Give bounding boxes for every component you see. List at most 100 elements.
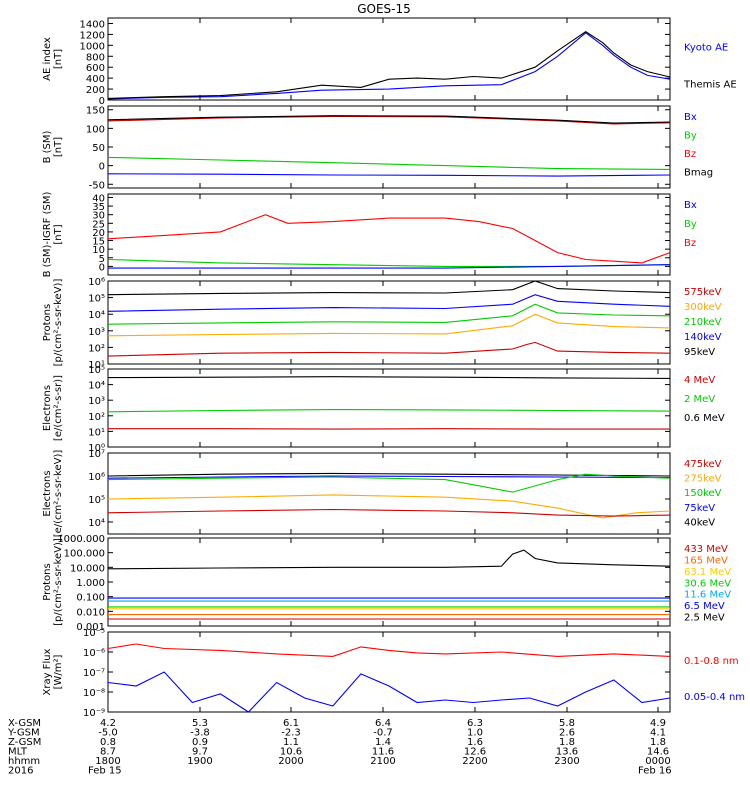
y-tick-label: 10² <box>88 412 105 423</box>
legend-entry: 210keV <box>684 317 722 328</box>
y-tick-label: 10⁻⁵ <box>83 628 105 639</box>
legend-entry: Bmag <box>684 168 713 179</box>
y-tick-label: 10⁻⁸ <box>83 688 105 699</box>
x-row-value: 6.1 <box>283 718 299 729</box>
y-tick-label: 0 <box>99 262 105 273</box>
x-row-value: -2.3 <box>281 728 301 739</box>
y-tick-label: 10² <box>88 343 105 354</box>
y-tick-label: 100.000 <box>64 549 105 560</box>
y-tick-label: 1400 <box>80 19 105 30</box>
plot-title: GOES-15 <box>357 2 411 16</box>
y-axis-label: [p/(cm²-s-sr-keV)] <box>53 279 64 367</box>
legend-entry: 6.5 MeV <box>684 601 725 612</box>
legend-entry: 63.1 MeV <box>684 567 731 578</box>
y-tick-label: 40 <box>92 193 105 204</box>
y-tick-label: 0.001 <box>76 622 105 633</box>
legend-entry: 433 MeV <box>684 544 728 555</box>
series-line <box>107 409 671 413</box>
series-line <box>107 156 671 170</box>
legend-entry: 475keV <box>684 459 722 470</box>
y-tick-label: 30 <box>92 211 105 222</box>
series-line <box>107 31 671 99</box>
legend-entry: Themis AE <box>683 80 737 91</box>
x-row-value: 1800 <box>95 756 120 767</box>
y-tick-label: 10⁻⁹ <box>83 708 105 719</box>
y-tick-label: 5 <box>99 254 105 265</box>
series-line <box>107 115 671 125</box>
date-start: Feb 15 <box>88 766 122 777</box>
y-axis-label: B (SM) <box>42 130 53 163</box>
y-tick-label: 35 <box>92 202 105 213</box>
x-row-value: -3.8 <box>190 728 210 739</box>
legend-entry: 140keV <box>684 332 722 343</box>
y-tick-label: -50 <box>89 180 105 191</box>
y-tick-label: 800 <box>86 52 105 63</box>
y-axis-label: AE index <box>42 37 53 81</box>
x-row-value: 4.9 <box>650 718 666 729</box>
y-tick-label: 10⁻⁷ <box>83 668 105 679</box>
legend-entry: 30.6 MeV <box>684 578 731 589</box>
y-tick-label: 10⁵ <box>88 294 105 305</box>
x-row-value: 1.1 <box>283 737 299 748</box>
x-row-value: 13.6 <box>556 747 578 758</box>
y-tick-label: 0.100 <box>76 593 105 604</box>
y-tick-label: 600 <box>86 63 105 74</box>
y-tick-label: 10⁻⁶ <box>83 648 105 659</box>
x-row-value: 14.6 <box>647 747 669 758</box>
legend-entry: 40keV <box>684 517 715 528</box>
series-line <box>107 313 671 337</box>
y-tick-label: 10³ <box>88 396 105 407</box>
x-row-value: 2200 <box>462 756 487 767</box>
series-line <box>107 303 671 325</box>
series-line <box>107 376 671 379</box>
y-tick-label: 10⁴ <box>88 381 105 392</box>
x-row-value: 2.6 <box>559 728 575 739</box>
x-row-value: 6.3 <box>467 718 483 729</box>
panel-frame <box>107 631 671 713</box>
y-tick-label: 200 <box>86 85 105 96</box>
series-line <box>107 341 671 357</box>
y-axis-label: Electrons <box>42 470 53 516</box>
x-row-value: 4.1 <box>650 728 666 739</box>
panel-frame <box>107 193 671 276</box>
y-axis-label: Protons <box>42 563 53 600</box>
legend-entry: 11.6 MeV <box>684 590 731 601</box>
y-axis-label: Xray Flux <box>42 648 53 695</box>
y-tick-label: 1000.000 <box>57 534 105 545</box>
x-row-value: 10.6 <box>280 747 302 758</box>
y-tick-label: 10⁴ <box>88 310 105 321</box>
y-tick-label: 15 <box>92 237 105 248</box>
series-line <box>107 115 671 124</box>
x-row-value: 0.9 <box>192 737 208 748</box>
x-row-value: 12.6 <box>464 747 486 758</box>
panel-protons_mev: 0.001 0.010 0.100 1.000 10.000 100.000 1000.00… <box>42 534 731 633</box>
x-row-value: 2000 <box>278 756 303 767</box>
y-tick-label: 150 <box>86 106 105 117</box>
y-axis-label: [nT] <box>53 224 64 244</box>
series-line <box>107 258 671 267</box>
legend-entry: 575keV <box>684 287 722 298</box>
y-tick-label: 20 <box>92 228 105 239</box>
x-row-value: 4.2 <box>100 718 116 729</box>
y-tick-label: 0.010 <box>76 607 105 618</box>
y-axis-label: [e/(cm²-s-sr-keV)] <box>53 450 64 538</box>
y-axis-label: [W/m²] <box>53 654 64 689</box>
x-row-value: 5.8 <box>559 718 575 729</box>
y-axis-label: B (SM)-IGRF (SM) <box>42 192 53 278</box>
legend-entry: 2.5 MeV <box>684 613 725 624</box>
series-line <box>107 475 671 479</box>
y-tick-label: 10⁰ <box>88 443 105 454</box>
year-label: 2016 <box>8 766 33 777</box>
y-axis-label: Electrons <box>42 385 53 431</box>
legend-entry: 275keV <box>684 474 722 485</box>
x-row-value: 1.0 <box>467 728 483 739</box>
y-tick-label: 10⁶ <box>88 472 105 483</box>
series-line <box>107 508 671 517</box>
x-row-value: 1.8 <box>650 737 666 748</box>
series-line <box>107 549 671 570</box>
x-row-value: 5.3 <box>192 718 208 729</box>
series-line <box>107 173 671 177</box>
x-row-label: MLT <box>8 747 28 758</box>
legend-entry: 75keV <box>684 503 715 514</box>
